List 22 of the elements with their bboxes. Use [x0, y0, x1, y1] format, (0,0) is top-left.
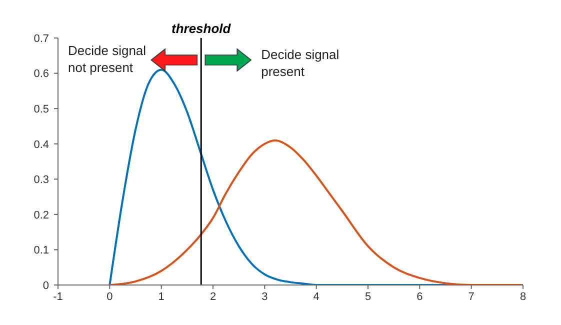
y-tick-label: 0.3: [34, 174, 49, 186]
x-tick-label: 1: [158, 290, 164, 303]
x-tick-label: 5: [364, 290, 372, 303]
x-tick-label: 8: [520, 290, 526, 303]
x-tick-label: 6: [416, 290, 423, 303]
y-tick-label: 0.7: [34, 32, 49, 45]
y-tick-label: 0.5: [34, 103, 49, 116]
x-tick-label: 7: [468, 290, 474, 303]
y-tick-label: 0.1: [34, 244, 49, 257]
x-tick-label: 3: [262, 290, 268, 303]
y-tick-label: 0.4: [34, 138, 49, 151]
x-tick-label: 2: [210, 290, 216, 303]
annotation: Decide signal present: [261, 46, 340, 80]
line-series: [108, 139, 523, 285]
y-tick-label: 0.2: [34, 209, 49, 222]
annotation: Decide signal not present: [68, 42, 148, 76]
y-tick-label: 0: [42, 280, 49, 292]
x-tick-label: 0: [106, 290, 113, 303]
x-tick-label: -1: [53, 290, 63, 303]
ref-line-label: threshold: [172, 21, 232, 36]
y-tick-label: 0.6: [34, 68, 49, 80]
x-tick-label: 4: [313, 290, 320, 303]
